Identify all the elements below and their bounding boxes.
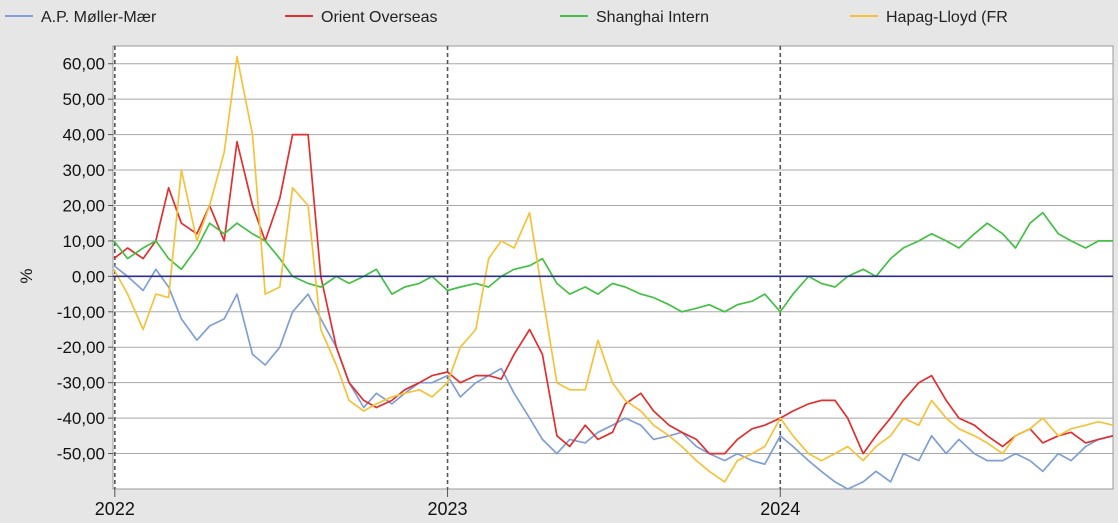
legend-label: Orient Overseas (321, 9, 437, 26)
legend: A.P. Møller-Mær Orient Overseas Shanghai I… (5, 9, 1008, 26)
y-tick-label: 10,00 (62, 232, 105, 251)
y-axis-ticks: 60,00 50,00 40,00 30,00 20,00 10,00 0,00 -10,00… (57, 55, 113, 464)
y-tick-label: 40,00 (62, 126, 105, 145)
series-line-0 (113, 265, 1114, 490)
y-tick-label: -40,00 (57, 409, 105, 428)
series-lines (113, 55, 1114, 490)
x-tick-label: 2024 (760, 499, 800, 519)
series-line-3 (113, 55, 1114, 483)
y-tick-label: 50,00 (62, 90, 105, 109)
plot-area (112, 45, 1114, 490)
y-tick-label: -50,00 (57, 445, 105, 464)
legend-label: Hapag-Lloyd (FR (886, 9, 1008, 26)
y-tick-label: 60,00 (62, 55, 105, 74)
y-tick-label: 0,00 (72, 267, 105, 286)
x-axis-ticks: 2022 2023 2024 (95, 489, 800, 519)
series-line-1 (113, 133, 1114, 455)
y-tick-label: -30,00 (57, 374, 105, 393)
y-tick-label: -20,00 (57, 338, 105, 357)
legend-label: A.P. Møller-Mær (41, 9, 157, 26)
y-axis-label: % (17, 268, 36, 283)
y-tick-label: 30,00 (62, 161, 105, 180)
series-line-2 (113, 211, 1113, 313)
y-tick-label: -10,00 (57, 303, 105, 322)
y-tick-label: 20,00 (62, 196, 105, 215)
legend-label: Shanghai Intern (596, 9, 709, 26)
x-tick-label: 2022 (95, 499, 135, 519)
x-tick-label: 2023 (428, 499, 468, 519)
